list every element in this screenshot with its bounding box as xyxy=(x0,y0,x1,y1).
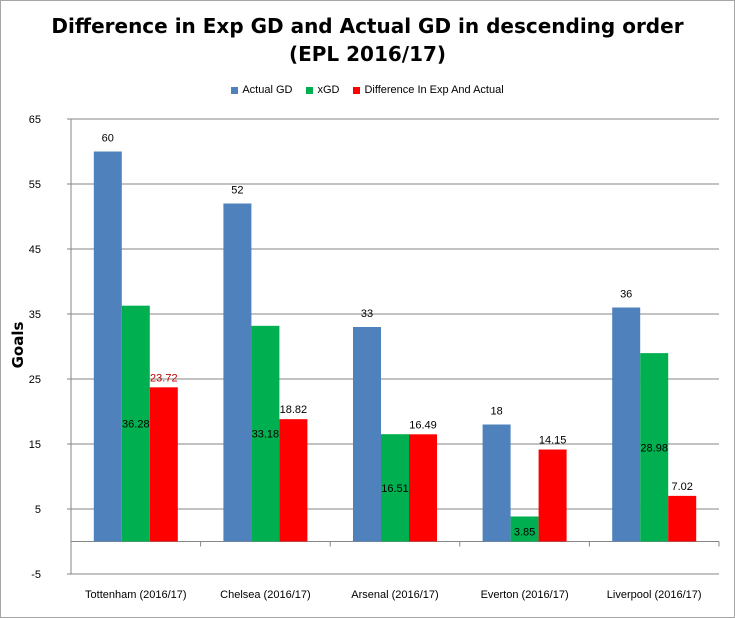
x-tick-label: Chelsea (2016/17) xyxy=(220,589,311,601)
data-label: 14.15 xyxy=(539,435,567,447)
legend-item-actual-gd: Actual GD xyxy=(231,84,292,96)
y-tick-label: 5 xyxy=(35,504,41,516)
data-label: 33.18 xyxy=(252,429,280,441)
bar xyxy=(668,495,697,542)
x-tick-label: Everton (2016/17) xyxy=(481,589,569,601)
data-label: 23.72 xyxy=(150,372,178,384)
legend-label-xgd: xGD xyxy=(317,84,340,96)
data-label: 36.28 xyxy=(122,419,150,431)
data-label: 52 xyxy=(231,185,243,197)
x-tick-label: Arsenal (2016/17) xyxy=(351,589,438,601)
bar xyxy=(538,449,567,542)
y-tick-label: 15 xyxy=(29,439,41,451)
x-tick-label: Liverpool (2016/17) xyxy=(607,589,702,601)
y-tick-label: 65 xyxy=(29,114,41,126)
bar xyxy=(409,434,437,542)
bar xyxy=(381,434,409,542)
legend-swatch-xgd xyxy=(306,86,314,94)
bar xyxy=(121,305,150,542)
chart-title-line-2: (EPL 2016/17) xyxy=(288,42,447,66)
legend-label-difference: Difference In Exp And Actual xyxy=(364,84,504,96)
legend-label-actual-gd: Actual GD xyxy=(242,84,293,96)
chart-legend: Actual GD xGD Difference In Exp And Actu… xyxy=(0,84,735,96)
bar xyxy=(149,387,178,542)
bar xyxy=(279,419,308,542)
data-label: 16.49 xyxy=(409,419,437,431)
bar xyxy=(353,327,381,542)
y-tick-label: 25 xyxy=(29,374,41,386)
data-label: 16.51 xyxy=(381,483,409,495)
data-label: 33 xyxy=(361,308,373,320)
data-label: 36 xyxy=(620,289,632,301)
y-tick-label: 35 xyxy=(29,309,41,321)
y-tick-label: 45 xyxy=(29,244,41,256)
legend-swatch-actual-gd xyxy=(231,86,239,94)
legend-item-xgd: xGD xyxy=(306,84,339,96)
x-tick-label: Tottenham (2016/17) xyxy=(85,589,187,601)
data-label: 18 xyxy=(490,406,502,418)
bar xyxy=(510,516,539,542)
data-label: 18.82 xyxy=(280,404,308,416)
chart-title: Difference in Exp GD and Actual GD in de… xyxy=(0,12,735,68)
bar xyxy=(482,424,511,542)
y-tick-label: 55 xyxy=(29,179,41,191)
bar xyxy=(612,307,641,542)
bar xyxy=(93,151,122,542)
data-label: 60 xyxy=(102,133,114,145)
chart-title-line-1: Difference in Exp GD and Actual GD in de… xyxy=(51,14,684,38)
legend-swatch-difference xyxy=(353,86,361,94)
data-label: 28.98 xyxy=(640,442,668,454)
y-tick-label: -5 xyxy=(31,569,41,581)
bar xyxy=(640,353,669,542)
bar xyxy=(223,203,252,542)
bar xyxy=(251,325,280,542)
legend-item-difference: Difference In Exp And Actual xyxy=(353,84,504,96)
data-label: 3.85 xyxy=(514,527,535,539)
data-label: 7.02 xyxy=(671,481,692,493)
